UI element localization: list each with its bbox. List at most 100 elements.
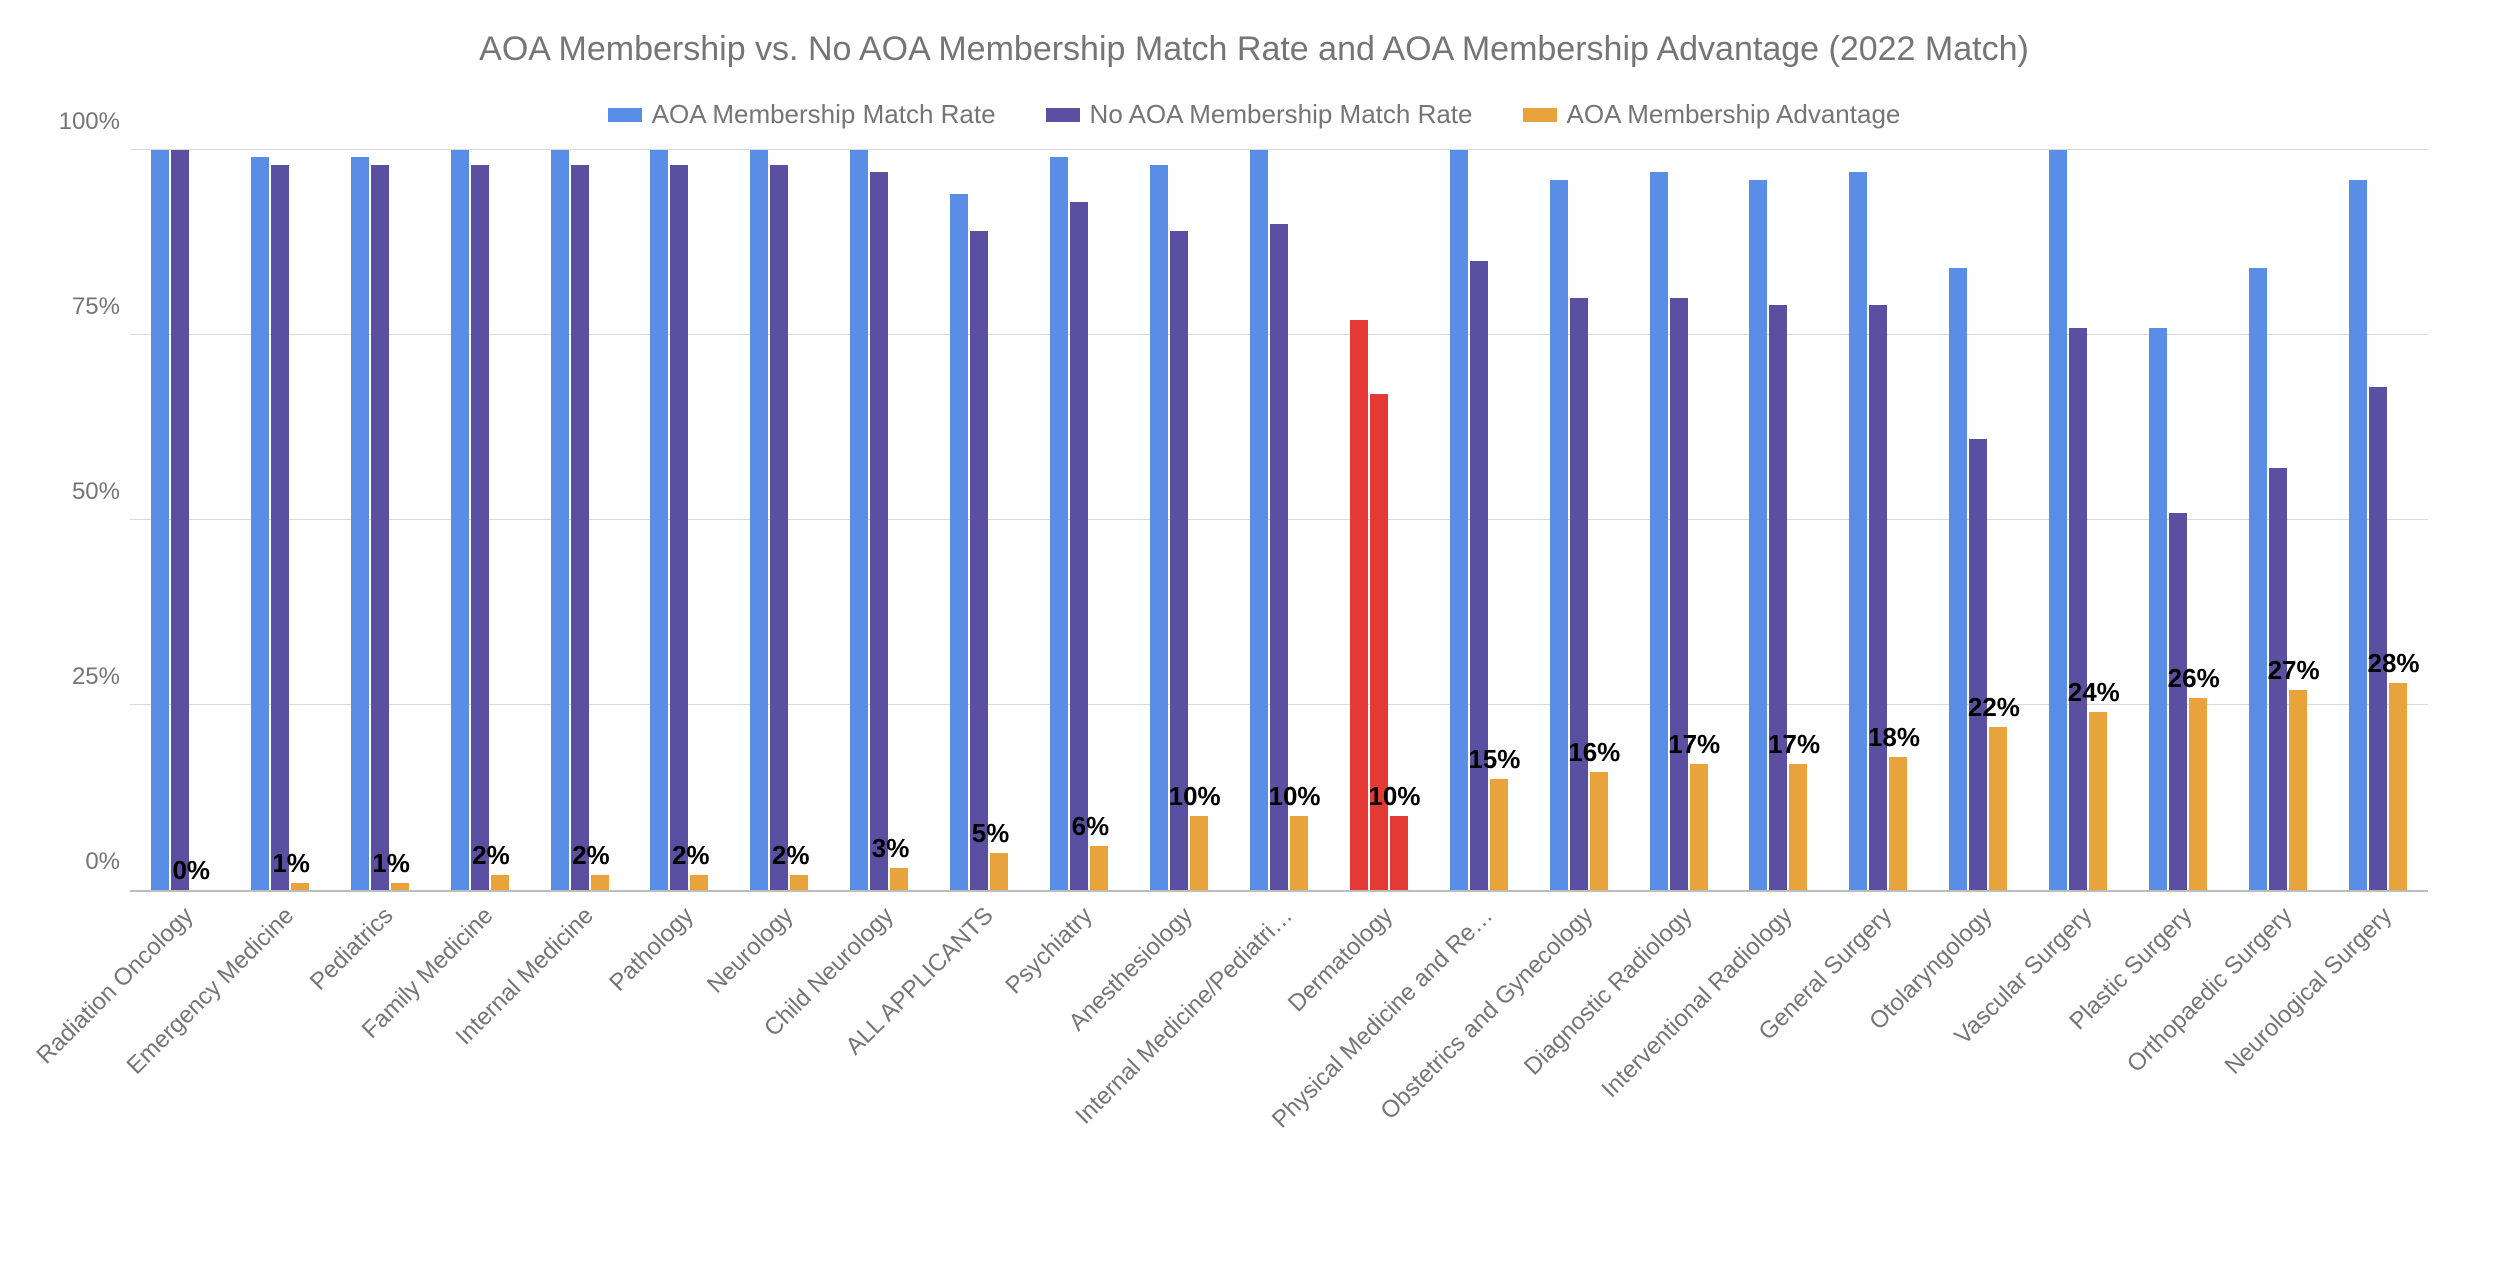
bar-aoa: [1350, 320, 1368, 890]
y-tick-label: 25%: [50, 663, 120, 691]
advantage-value-label: 17%: [1768, 729, 1820, 760]
bar-no-aoa: [1570, 298, 1588, 890]
x-tick-label-container: Emergency Medicine: [230, 892, 330, 1172]
bar-no-aoa: [171, 150, 189, 890]
bar-advantage: [1690, 764, 1708, 890]
legend-swatch: [1046, 108, 1080, 122]
legend-label: AOA Membership Match Rate: [652, 99, 996, 130]
bar-advantage: [690, 875, 708, 890]
bar-no-aoa: [1769, 305, 1787, 890]
bar-no-aoa: [2169, 513, 2187, 890]
bar-group: 10%: [1129, 150, 1229, 890]
bar-aoa: [2349, 180, 2367, 890]
bar-group: 17%: [1729, 150, 1829, 890]
bar-advantage: [1490, 779, 1508, 890]
bar-advantage: [2389, 683, 2407, 890]
bar-advantage: [990, 853, 1008, 890]
bar-advantage: [2289, 690, 2307, 890]
chart-title: AOA Membership vs. No AOA Membership Mat…: [60, 30, 2448, 69]
legend-item: No AOA Membership Match Rate: [1046, 99, 1473, 130]
advantage-value-label: 10%: [1368, 781, 1420, 812]
advantage-value-label: 5%: [972, 818, 1010, 849]
bar-aoa: [1450, 150, 1468, 890]
bar-aoa: [2249, 268, 2267, 890]
bar-no-aoa: [1070, 202, 1088, 890]
bar-group: 1%: [330, 150, 430, 890]
x-axis-labels: Radiation OncologyEmergency MedicinePedi…: [130, 892, 2428, 1172]
bar-no-aoa: [870, 172, 888, 890]
bar-advantage: [1590, 772, 1608, 890]
y-tick-label: 100%: [50, 108, 120, 136]
bar-advantage: [1889, 757, 1907, 890]
bar-group: 0%: [130, 150, 230, 890]
advantage-value-label: 22%: [1968, 692, 2020, 723]
y-tick-label: 0%: [50, 848, 120, 876]
bar-group: 1%: [230, 150, 330, 890]
x-tick-label-container: Vascular Surgery: [2028, 892, 2128, 1172]
x-tick-label-container: Neurological Surgery: [2328, 892, 2428, 1172]
bar-aoa: [1849, 172, 1867, 890]
legend-swatch: [1523, 108, 1557, 122]
bar-group: 2%: [729, 150, 829, 890]
bar-no-aoa: [1869, 305, 1887, 890]
advantage-value-label: 3%: [872, 833, 910, 864]
y-tick-label: 50%: [50, 478, 120, 506]
bar-aoa: [351, 157, 369, 890]
bar-group: 10%: [1329, 150, 1429, 890]
bar-aoa: [950, 194, 968, 890]
bar-advantage: [1789, 764, 1807, 890]
legend-item: AOA Membership Advantage: [1523, 99, 1901, 130]
bar-advantage: [291, 883, 309, 890]
x-tick-label-container: General Surgery: [1828, 892, 1928, 1172]
x-tick-label-container: Pathology: [630, 892, 730, 1172]
x-tick-label-container: Internal Medicine: [530, 892, 630, 1172]
bar-advantage: [1190, 816, 1208, 890]
bar-advantage: [591, 875, 609, 890]
bar-advantage: [1290, 816, 1308, 890]
advantage-value-label: 17%: [1668, 729, 1720, 760]
bar-aoa: [151, 150, 169, 890]
bar-aoa: [650, 150, 668, 890]
bar-group: 2%: [430, 150, 530, 890]
bar-aoa: [551, 150, 569, 890]
bar-groups: 0%1%1%2%2%2%2%3%5%6%10%10%10%15%16%17%17…: [130, 150, 2428, 890]
bar-no-aoa: [970, 231, 988, 890]
advantage-value-label: 15%: [1468, 744, 1520, 775]
advantage-value-label: 28%: [2367, 648, 2419, 679]
bar-aoa: [850, 150, 868, 890]
bar-group: 18%: [1828, 150, 1928, 890]
chart-container: AOA Membership vs. No AOA Membership Mat…: [0, 0, 2508, 1282]
legend-label: No AOA Membership Match Rate: [1090, 99, 1473, 130]
bar-advantage: [890, 868, 908, 890]
bar-advantage: [1390, 816, 1408, 890]
bar-no-aoa: [471, 165, 489, 890]
advantage-value-label: 2%: [672, 840, 710, 871]
advantage-value-label: 1%: [372, 848, 410, 879]
bar-aoa: [1150, 165, 1168, 890]
advantage-value-label: 0%: [172, 855, 210, 886]
x-tick-label-container: Internal Medicine/Pediatri…: [1229, 892, 1329, 1172]
bar-advantage: [491, 875, 509, 890]
advantage-value-label: 2%: [572, 840, 610, 871]
bar-group: 24%: [2028, 150, 2128, 890]
bar-aoa: [1550, 180, 1568, 890]
bar-no-aoa: [2369, 387, 2387, 890]
advantage-value-label: 2%: [472, 840, 510, 871]
bar-advantage: [790, 875, 808, 890]
bar-aoa: [451, 150, 469, 890]
bar-advantage: [1090, 846, 1108, 890]
advantage-value-label: 10%: [1169, 781, 1221, 812]
bar-aoa: [2049, 150, 2067, 890]
advantage-value-label: 26%: [2168, 663, 2220, 694]
bar-group: 17%: [1629, 150, 1729, 890]
bar-group: 6%: [1029, 150, 1129, 890]
bar-aoa: [750, 150, 768, 890]
advantage-value-label: 18%: [1868, 722, 1920, 753]
advantage-value-label: 6%: [1072, 811, 1110, 842]
bar-no-aoa: [371, 165, 389, 890]
bar-no-aoa: [1670, 298, 1688, 890]
bar-advantage: [2089, 712, 2107, 890]
bar-aoa: [1050, 157, 1068, 890]
bar-group: 26%: [2128, 150, 2228, 890]
bar-advantage: [391, 883, 409, 890]
